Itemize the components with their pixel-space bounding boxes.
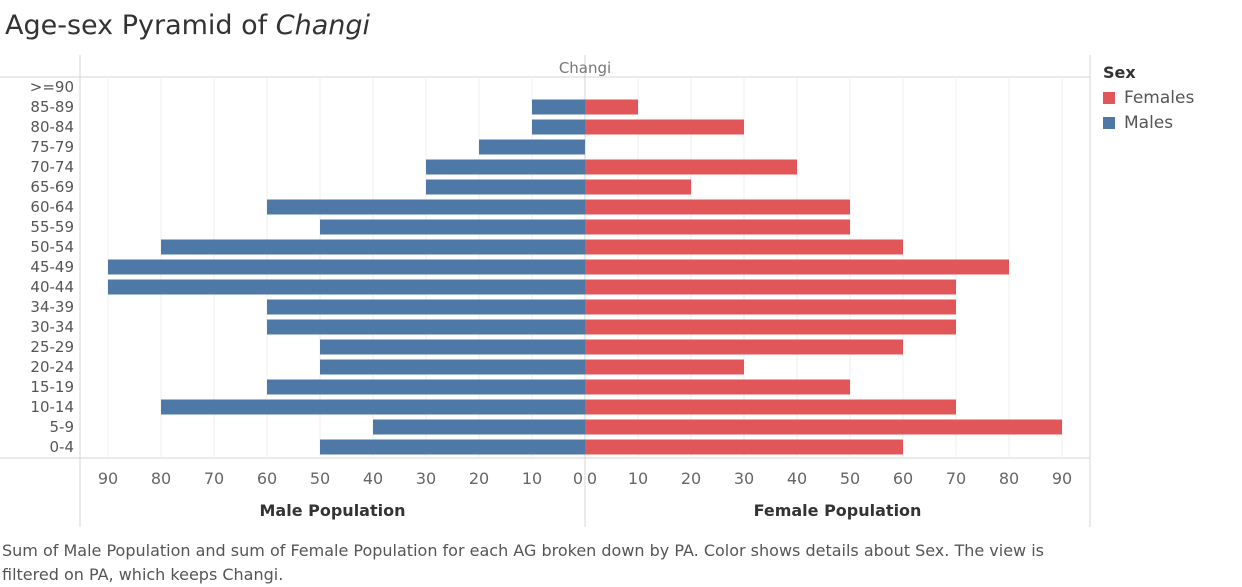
female-bar [585, 179, 691, 195]
female-bar [585, 159, 797, 175]
male-tick-label: 90 [98, 469, 118, 488]
male-tick-label: 70 [204, 469, 224, 488]
age-group-label: 50-54 [30, 238, 74, 256]
female-bar [585, 199, 850, 215]
male-tick-label: 60 [257, 469, 277, 488]
male-bar [267, 199, 585, 215]
female-tick-label: 0 [587, 469, 597, 488]
legend-label-males: Males [1124, 112, 1174, 133]
female-tick-label: 90 [1052, 469, 1072, 488]
male-tick-label: 0 [573, 469, 583, 488]
pane-header: Changi [559, 59, 611, 77]
female-bar [585, 279, 956, 295]
female-bar [585, 99, 638, 115]
legend-title: Sex [1103, 63, 1136, 82]
female-tick-label: 50 [840, 469, 860, 488]
female-bar [585, 119, 744, 135]
age-group-label: 34-39 [30, 298, 74, 316]
male-bar [373, 419, 585, 435]
female-bar [585, 339, 903, 355]
male-tick-label: 10 [522, 469, 542, 488]
female-bar [585, 359, 744, 375]
female-tick-label: 70 [946, 469, 966, 488]
age-group-label: 10-14 [30, 398, 74, 416]
female-tick-label: 10 [628, 469, 648, 488]
age-group-label: >=90 [30, 78, 74, 96]
female-bar [585, 239, 903, 255]
male-bar [320, 439, 585, 455]
age-group-label: 40-44 [30, 278, 74, 296]
age-group-label: 30-34 [30, 318, 74, 336]
caption: Sum of Male Population and sum of Female… [2, 541, 1044, 584]
age-group-label: 75-79 [30, 138, 74, 156]
female-tick-label: 30 [734, 469, 754, 488]
male-bar [161, 399, 585, 415]
age-group-label: 80-84 [30, 118, 74, 136]
legend-item-males[interactable]: Males [1103, 110, 1194, 135]
male-bar [426, 179, 585, 195]
legend: Sex Females Males [1103, 63, 1194, 135]
pyramid-chart: Changi >=90 85-89 80-84 75-79 70-74 65-69 60-64… [0, 55, 1091, 527]
age-group-label: 65-69 [30, 178, 74, 196]
title-place: Changi [275, 10, 371, 41]
title-prefix: Age-sex Pyramid of [5, 10, 276, 41]
age-group-label: 15-19 [30, 378, 74, 396]
female-bar [585, 439, 903, 455]
male-tick-label: 50 [310, 469, 330, 488]
male-bar [320, 339, 585, 355]
male-bar [161, 239, 585, 255]
age-group-label: 70-74 [30, 158, 74, 176]
male-bar [267, 379, 585, 395]
female-axis-title: Female Population [754, 501, 922, 520]
male-bar [108, 259, 585, 275]
legend-item-females[interactable]: Females [1103, 85, 1194, 110]
age-group-label: 25-29 [30, 338, 74, 356]
female-bar [585, 219, 850, 235]
male-bar [267, 319, 585, 335]
female-tick-label: 40 [787, 469, 807, 488]
male-tick-label: 20 [469, 469, 489, 488]
male-tick-label: 80 [151, 469, 171, 488]
female-bar [585, 379, 850, 395]
females-swatch [1103, 91, 1115, 104]
female-bar [585, 319, 956, 335]
age-group-label: 0-4 [50, 438, 75, 456]
male-tick-label: 30 [416, 469, 436, 488]
males-swatch [1103, 116, 1115, 129]
male-bar [267, 299, 585, 315]
male-bar [320, 219, 585, 235]
legend-label-females: Females [1124, 87, 1195, 108]
male-bar [532, 119, 585, 135]
age-group-label: 45-49 [30, 258, 74, 276]
female-tick-label: 60 [893, 469, 913, 488]
female-tick-label: 80 [999, 469, 1019, 488]
male-bar [426, 159, 585, 175]
female-bar [585, 399, 956, 415]
age-group-label: 60-64 [30, 198, 74, 216]
age-group-label: 55-59 [30, 218, 74, 236]
female-bar [585, 419, 1062, 435]
male-bar [108, 279, 585, 295]
female-bar [585, 299, 956, 315]
male-axis-title: Male Population [260, 501, 406, 520]
female-tick-label: 20 [681, 469, 701, 488]
age-group-label: 5-9 [50, 418, 75, 436]
male-tick-label: 40 [363, 469, 383, 488]
male-bar [532, 99, 585, 115]
age-group-label: 85-89 [30, 98, 74, 116]
chart-title: Age-sex Pyramid of Changi [5, 10, 370, 41]
male-bar [320, 359, 585, 375]
male-bar [479, 139, 585, 155]
female-bar [585, 259, 1009, 275]
age-group-label: 20-24 [30, 358, 74, 376]
